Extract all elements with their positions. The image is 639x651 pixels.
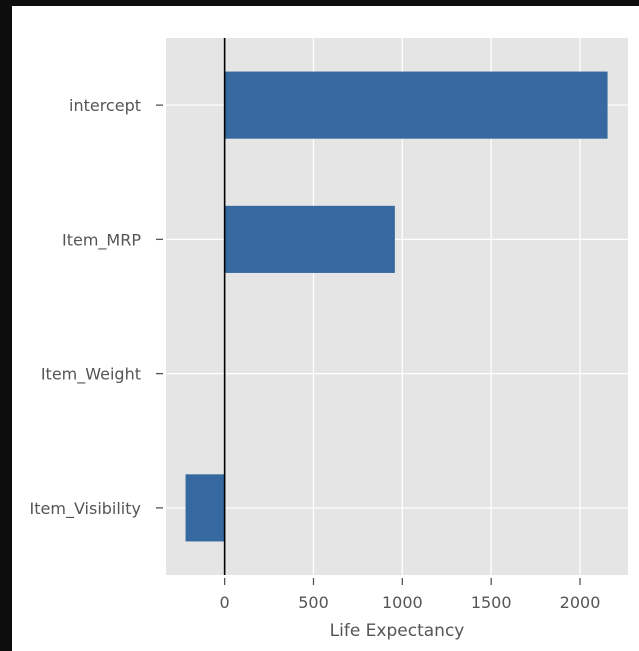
x-ticks: 0 500 1000 1500 2000	[220, 578, 601, 612]
x-tick-label-3: 1500	[471, 593, 512, 612]
x-tick-label-1: 500	[298, 593, 329, 612]
x-tick-label-2: 1000	[382, 593, 423, 612]
x-axis-title: Life Expectancy	[330, 621, 465, 641]
bar-item-visibility	[185, 474, 225, 542]
bar-item-mrp	[224, 205, 395, 273]
bar-intercept	[224, 71, 608, 139]
y-tick-label-1: Item_MRP	[62, 230, 141, 250]
bars	[185, 71, 608, 542]
x-tick-label-0: 0	[220, 593, 230, 612]
y-ticks: intercept Item_MRP Item_Weight Item_Visibil…	[30, 96, 163, 519]
y-tick-label-3: Item_Visibility	[30, 499, 141, 519]
chart-figure: intercept Item_MRP Item_Weight Item_Visibil…	[12, 6, 639, 651]
y-tick-label-0: intercept	[69, 96, 141, 115]
x-tick-label-4: 2000	[560, 593, 601, 612]
y-tick-label-2: Item_Weight	[41, 365, 141, 385]
bar-chart: intercept Item_MRP Item_Weight Item_Visibil…	[30, 38, 628, 641]
